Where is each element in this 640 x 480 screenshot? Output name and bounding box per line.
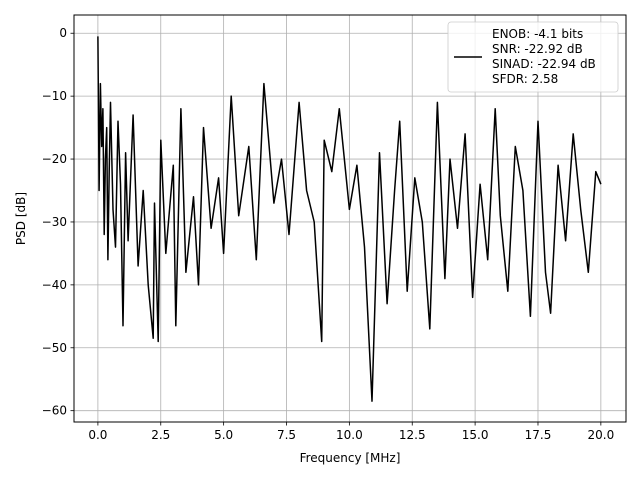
- x-tick-label: 12.5: [399, 428, 426, 442]
- y-tick-label: 0: [59, 26, 67, 40]
- x-tick-label: 17.5: [525, 428, 552, 442]
- legend-label: ENOB: -4.1 bits SNR: -22.92 dB SINAD: -22.…: [492, 27, 596, 86]
- x-tick-label: 2.5: [151, 428, 170, 442]
- x-axis: 0.0 2.5 5.0 7.5 10.0 12.5 15.0 17.5 20.0: [88, 422, 614, 442]
- x-axis-label: Frequency [MHz]: [300, 451, 401, 465]
- y-tick-label: −20: [42, 152, 67, 166]
- x-tick-label: 15.0: [462, 428, 489, 442]
- x-tick-label: 10.0: [336, 428, 363, 442]
- legend: ENOB: -4.1 bits SNR: -22.92 dB SINAD: -22.…: [447, 21, 619, 93]
- y-axis-label: PSD [dB]: [14, 192, 28, 245]
- y-tick-label: −50: [42, 341, 67, 355]
- legend-box: [447, 21, 619, 93]
- x-tick-label: 7.5: [277, 428, 296, 442]
- series-layer: [97, 36, 602, 402]
- x-tick-label: 5.0: [214, 428, 233, 442]
- y-axis: 0 −10 −20 −30 −40 −50 −60: [42, 26, 74, 418]
- y-tick-label: −60: [42, 404, 67, 418]
- y-tick-label: −40: [42, 278, 67, 292]
- plot-frame: [73, 14, 627, 423]
- x-tick-label: 20.0: [587, 428, 614, 442]
- y-tick-label: −30: [42, 215, 67, 229]
- x-tick-label: 0.0: [88, 428, 107, 442]
- series-line: [97, 36, 602, 402]
- y-tick-label: −10: [42, 89, 67, 103]
